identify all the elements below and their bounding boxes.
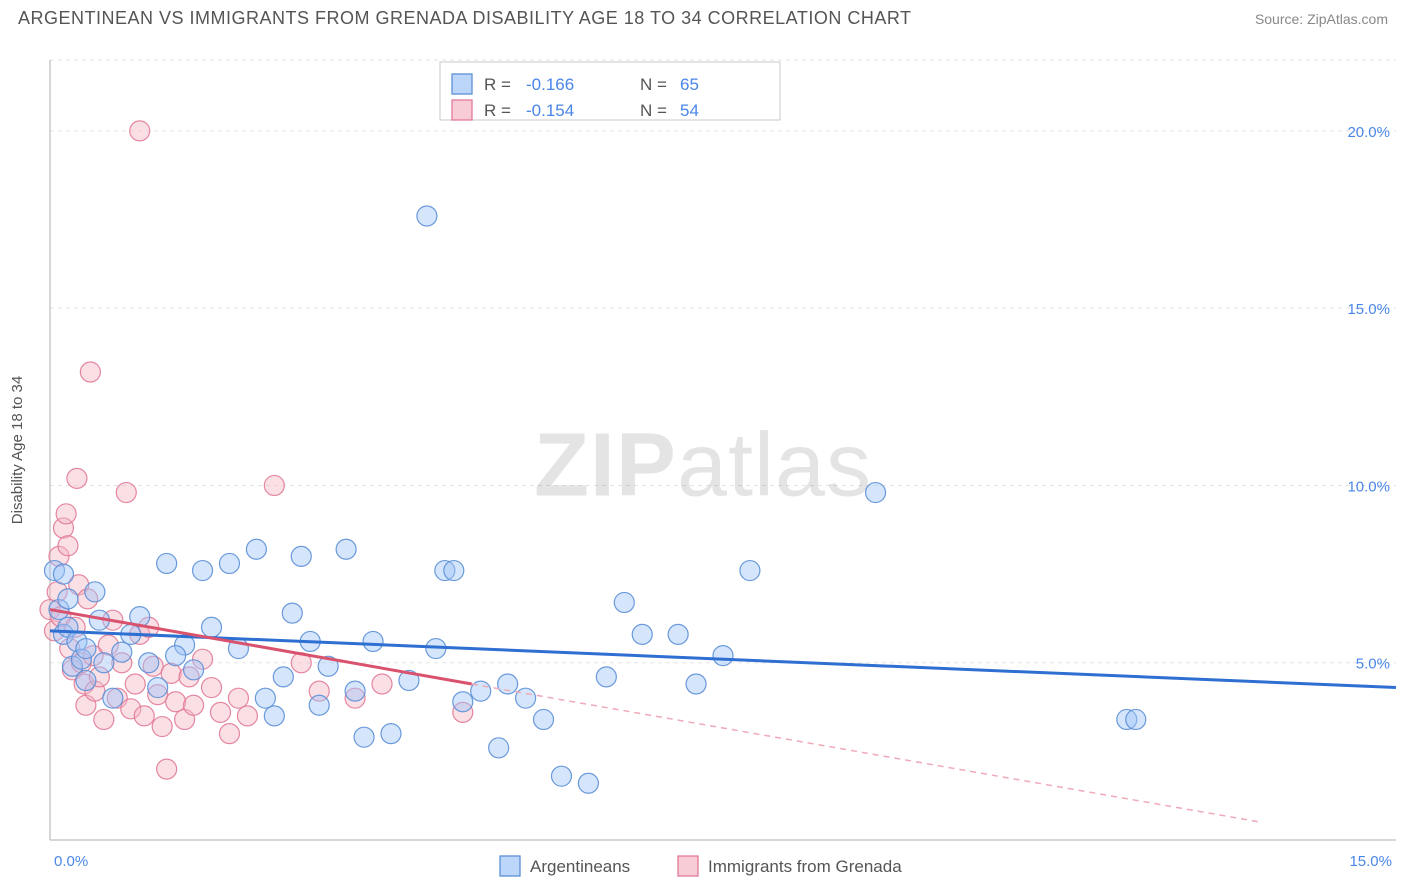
svg-text:0.0%: 0.0% bbox=[54, 853, 88, 870]
page-title: ARGENTINEAN VS IMMIGRANTS FROM GRENADA D… bbox=[18, 8, 912, 29]
svg-text:N =: N = bbox=[640, 75, 667, 94]
svg-text:Disability Age 18 to 34: Disability Age 18 to 34 bbox=[9, 376, 26, 524]
svg-text:5.0%: 5.0% bbox=[1356, 656, 1390, 673]
source-link[interactable]: ZipAtlas.com bbox=[1307, 11, 1388, 27]
svg-text:R =: R = bbox=[484, 101, 511, 120]
svg-text:-0.154: -0.154 bbox=[526, 101, 574, 120]
source-label: Source: bbox=[1255, 11, 1307, 27]
svg-text:15.0%: 15.0% bbox=[1349, 853, 1392, 870]
svg-text:Argentineans: Argentineans bbox=[530, 857, 630, 876]
svg-text:54: 54 bbox=[680, 101, 699, 120]
source-credit: Source: ZipAtlas.com bbox=[1255, 11, 1388, 27]
svg-text:N =: N = bbox=[640, 101, 667, 120]
svg-text:R =: R = bbox=[484, 75, 511, 94]
svg-text:-0.166: -0.166 bbox=[526, 75, 574, 94]
svg-text:65: 65 bbox=[680, 75, 699, 94]
chart-container: 5.0% 10.0% 15.0% 20.0% 0.0% 15.0% Disability A… bbox=[0, 40, 1406, 892]
svg-text:20.0%: 20.0% bbox=[1347, 124, 1390, 141]
svg-text:15.0%: 15.0% bbox=[1347, 301, 1390, 318]
correlation-chart: 5.0% 10.0% 15.0% 20.0% 0.0% 15.0% Disability A… bbox=[0, 40, 1406, 892]
svg-text:10.0%: 10.0% bbox=[1347, 478, 1390, 495]
svg-text:Immigrants from Grenada: Immigrants from Grenada bbox=[708, 857, 902, 876]
